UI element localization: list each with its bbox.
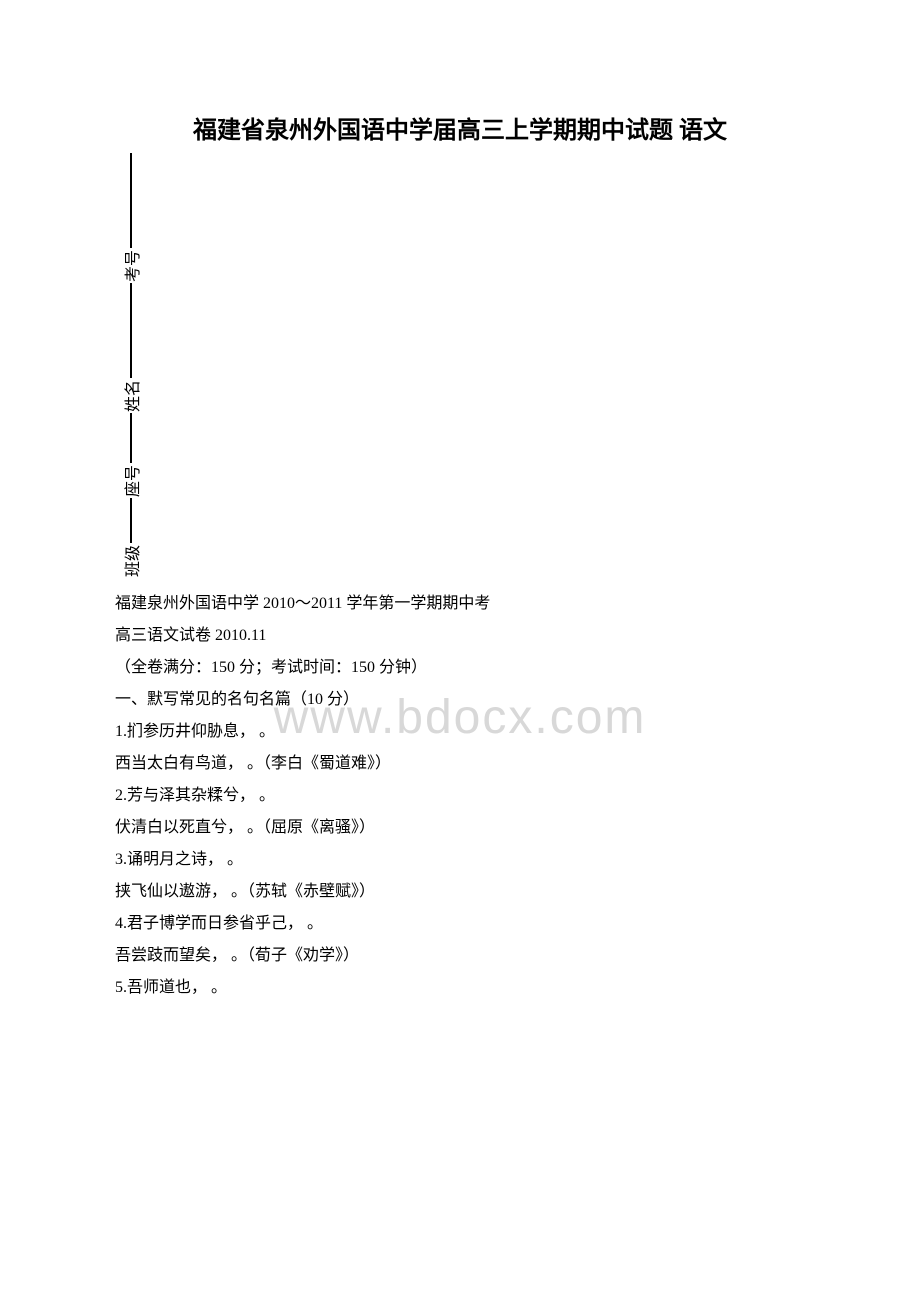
name-label: 姓名 <box>119 379 143 411</box>
text-line: 2.芳与泽其杂糅兮， 。 <box>115 780 805 812</box>
vertical-line <box>130 283 132 378</box>
vertical-line <box>130 498 132 543</box>
text-line: （全卷满分：150 分；考试时间：150 分钟） <box>115 652 805 684</box>
vertical-line <box>130 153 132 248</box>
text-line: 挟飞仙以遨游， 。（苏轼《赤壁赋》） <box>115 876 805 908</box>
seat-number-label: 座号 <box>119 464 143 496</box>
text-line: 伏清白以死直兮， 。（屈原《离骚》） <box>115 812 805 844</box>
text-line: 高三语文试卷 2010.11 <box>115 620 805 652</box>
document-content: 福建泉州外国语中学 2010～2011 学年第一学期期中考 高三语文试卷 201… <box>115 588 805 1004</box>
class-label: 班级 <box>119 544 143 576</box>
vertical-label-section: 考号 姓名 座号 班级 <box>115 153 805 578</box>
text-line: 一、默写常见的名句名篇（10 分） <box>115 684 805 716</box>
text-line: 4.君子博学而日参省乎己， 。 <box>115 908 805 940</box>
page-title: 福建省泉州外国语中学届高三上学期期中试题 语文 <box>115 110 805 145</box>
text-line: 3.诵明月之诗， 。 <box>115 844 805 876</box>
text-line: 福建泉州外国语中学 2010～2011 学年第一学期期中考 <box>115 588 805 620</box>
exam-number-label: 考号 <box>119 249 143 281</box>
text-line: 吾尝跂而望矣， 。（荀子《劝学》） <box>115 940 805 972</box>
text-line: 1.扪参历井仰胁息， 。 <box>115 716 805 748</box>
vertical-line <box>130 413 132 463</box>
text-line: 5.吾师道也， 。 <box>115 972 805 1004</box>
text-line: 西当太白有鸟道， 。（李白《蜀道难》） <box>115 748 805 780</box>
